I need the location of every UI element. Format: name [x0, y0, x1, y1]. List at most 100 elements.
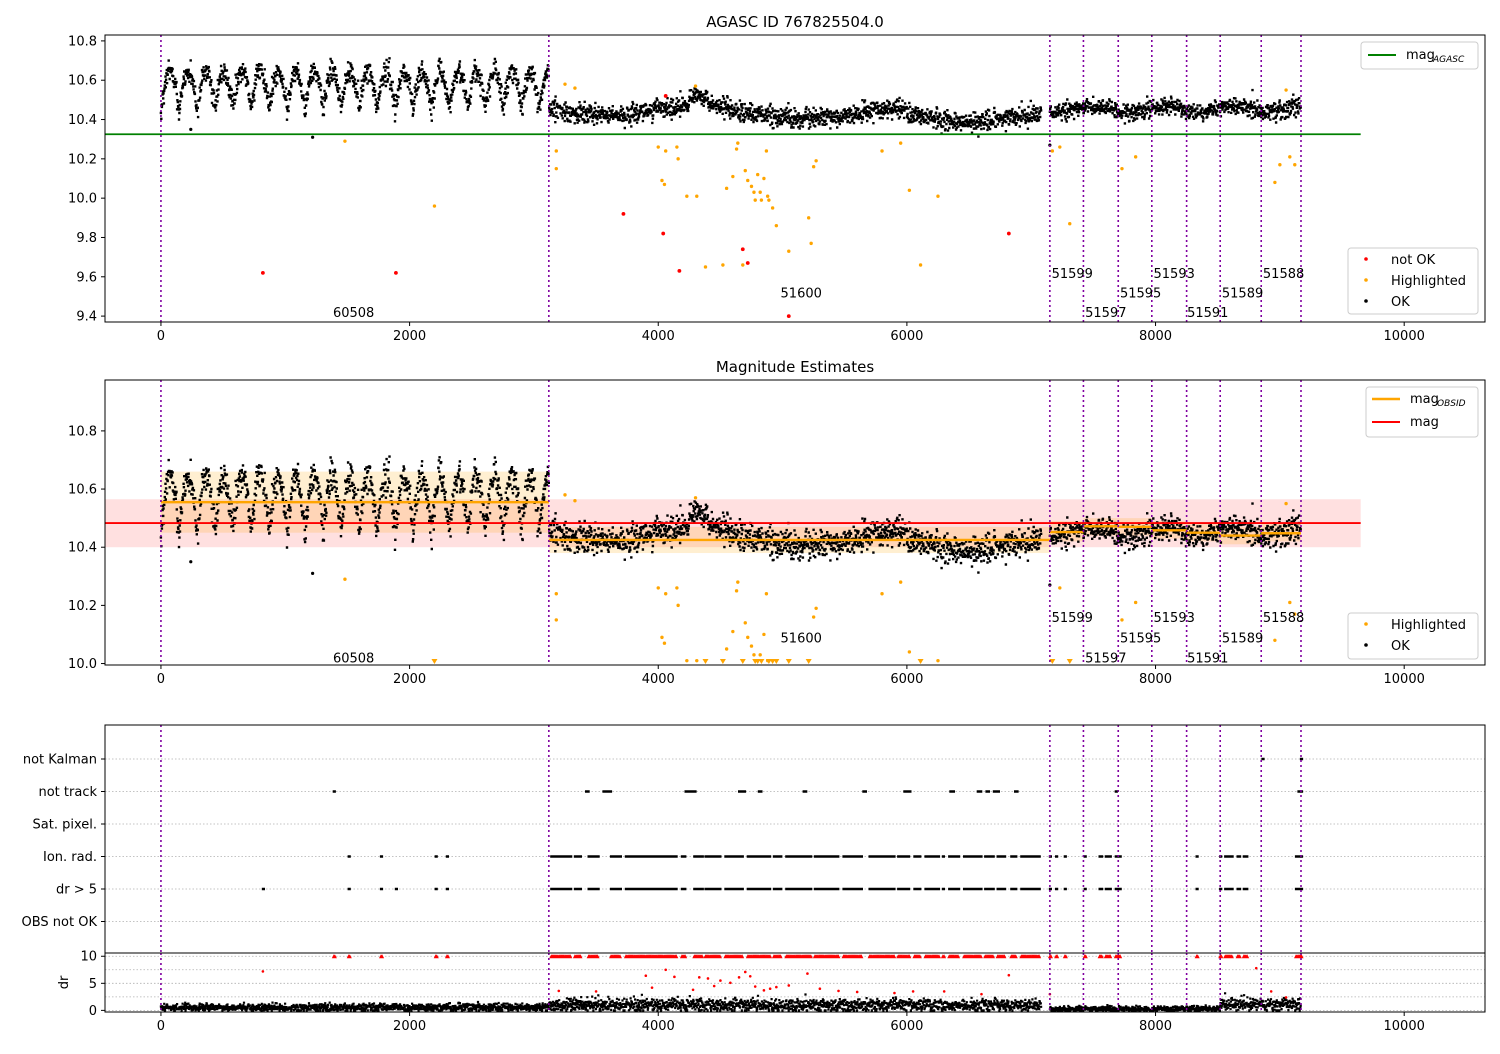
flag-label: Sat. pixel. — [33, 818, 97, 833]
obsid-label: 51597 — [1085, 652, 1126, 667]
y-tick-label: 10.4 — [68, 541, 97, 556]
dr-outlier-point — [1284, 996, 1288, 999]
highlighted-point — [936, 658, 940, 663]
highlighted-point — [759, 198, 764, 202]
legend-bottom — [1347, 247, 1479, 315]
obsid-label: 51600 — [781, 287, 822, 302]
clipped-marker — [739, 659, 746, 664]
highlighted-point — [1133, 600, 1138, 605]
highlighted-point — [749, 184, 754, 189]
obsid-label: 51599 — [1052, 267, 1093, 282]
highlighted-point — [806, 216, 811, 220]
highlighted-point — [752, 653, 756, 657]
highlighted-point — [809, 241, 813, 246]
x-tick-label: 6000 — [890, 672, 923, 687]
legend-label: OK — [1391, 295, 1410, 310]
legend-label-mag-agasc: mag — [1406, 48, 1435, 63]
dr-outlier-point — [644, 974, 648, 978]
y-tick-label: 10.2 — [68, 599, 97, 614]
dr-outlier-point — [729, 981, 732, 985]
obsid-label: 51593 — [1154, 611, 1195, 626]
x-tick-label: 2000 — [393, 1019, 426, 1034]
highlighted-point — [554, 618, 558, 622]
highlighted-point — [656, 586, 660, 590]
obsid-label: 51591 — [1187, 306, 1228, 321]
highlighted-point — [1058, 586, 1062, 590]
clipped-marker — [758, 659, 765, 664]
obsid-label: 51589 — [1222, 287, 1263, 302]
highlighted-point — [724, 647, 729, 651]
highlighted-point — [736, 580, 740, 584]
flag-label: not Kalman — [23, 753, 97, 768]
highlighted-point — [936, 194, 940, 198]
obsid-label: 51588 — [1263, 611, 1304, 626]
x-tick-label: 0 — [157, 672, 165, 687]
highlighted-point — [554, 166, 558, 171]
highlighted-point — [724, 186, 729, 191]
highlighted-point — [703, 265, 708, 269]
y-tick-label: 10.8 — [68, 34, 97, 49]
highlighted-point — [918, 263, 923, 267]
not-ok-point — [786, 314, 791, 319]
highlighted-point — [1120, 166, 1124, 171]
panel2-title: Magnitude Estimates — [716, 358, 874, 376]
highlighted-point — [1293, 612, 1297, 616]
dr-outlier-point — [650, 986, 654, 989]
legend-marker — [1364, 278, 1368, 282]
obsid-label: 51593 — [1154, 267, 1195, 282]
highlighted-point — [685, 194, 689, 198]
y-tick-label: 10.2 — [68, 152, 97, 167]
highlighted-point — [814, 606, 818, 610]
highlighted-point — [758, 653, 762, 657]
x-tick-label: 6000 — [890, 329, 923, 344]
highlighted-point — [343, 139, 347, 143]
highlighted-point — [662, 641, 667, 645]
dr-outlier-point — [737, 976, 741, 979]
x-tick-label: 10000 — [1384, 329, 1425, 344]
highlighted-point — [1273, 180, 1277, 185]
dr-clipped-markers — [331, 954, 1304, 959]
highlighted-point — [814, 159, 818, 163]
highlighted-point — [695, 194, 699, 198]
highlighted-point — [734, 147, 739, 151]
flags-panel: not Kalman not track Sat. pixel. Ion. rad. d… — [22, 724, 1486, 957]
dr-panel: 0 2000 4000 6000 8000 10000 0 5 10 dr — [57, 950, 1486, 1034]
dr-outlier-point — [980, 992, 983, 996]
mag-vs-time-panel: 60508 51600 51599 51597 51595 51593 51591 51589… — [68, 34, 1486, 344]
y-tick-label: 5 — [89, 977, 97, 992]
highlighted-point — [1120, 618, 1124, 622]
x-tick-label: 8000 — [1139, 329, 1172, 344]
dr-outlier-point — [762, 989, 766, 992]
x-tick-label: 8000 — [1139, 672, 1172, 687]
y-tick-label: 9.8 — [76, 231, 97, 246]
dr-outlier-point — [1007, 973, 1011, 977]
not-ok-point — [260, 270, 265, 275]
axes-frame — [104, 34, 1486, 323]
y-tick-label: 10.6 — [68, 483, 97, 498]
highlighted-point — [695, 658, 699, 663]
x-tick-label: 4000 — [642, 672, 675, 687]
clipped-marker — [917, 659, 924, 664]
dr-axis-label: dr — [57, 975, 72, 989]
highlighted-point — [880, 149, 884, 153]
highlighted-point — [693, 496, 698, 500]
not-ok-point — [621, 211, 626, 216]
dr-outlier-point — [855, 990, 859, 994]
dr-outlier-point — [893, 991, 896, 995]
highlighted-point — [1050, 149, 1055, 153]
y-tick-label: 10.0 — [68, 657, 97, 672]
dr-outlier-point — [697, 976, 701, 979]
highlighted-point — [660, 635, 664, 640]
highlighted-point — [880, 592, 884, 596]
x-tick-label: 10000 — [1384, 672, 1425, 687]
highlighted-point — [1278, 163, 1282, 167]
highlighted-point — [749, 644, 754, 648]
highlighted-point — [432, 204, 437, 208]
dr-outlier-point — [775, 985, 778, 989]
legend-label: Highlighted — [1391, 274, 1466, 289]
highlighted-point — [743, 621, 747, 625]
not-ok-point — [1006, 231, 1011, 236]
highlighted-point — [1058, 145, 1062, 149]
